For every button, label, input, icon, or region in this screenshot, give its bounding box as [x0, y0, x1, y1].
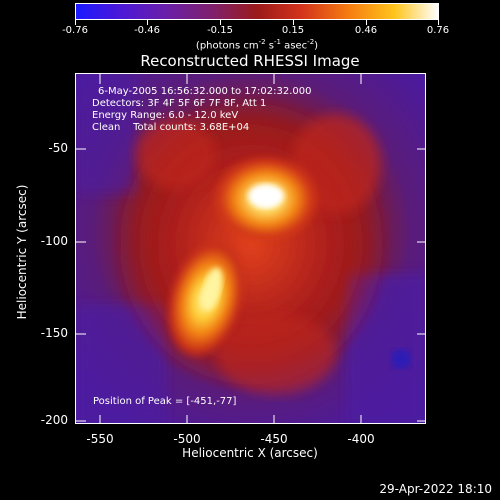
- axis-ticks: [76, 74, 425, 423]
- colorbar-tick: [438, 20, 439, 25]
- colorbar-tick: [75, 20, 76, 25]
- x-tick-label: -500: [173, 432, 201, 446]
- energy-range-info: Energy Range: 6.0 - 12.0 keV: [92, 110, 239, 121]
- colorbar-tick-label: -0.46: [134, 25, 160, 36]
- colorbar-tick-label: 0.46: [354, 25, 378, 36]
- peak-position: Position of Peak = [-451,-77]: [93, 396, 237, 407]
- colorbar-tick-label: 0.15: [281, 25, 305, 36]
- colorbar-tick: [147, 20, 148, 25]
- y-tick-label: -100: [40, 234, 68, 248]
- x-tick-label: -400: [347, 432, 375, 446]
- y-tick-label: -50: [48, 141, 68, 155]
- y-axis-label: Heliocentric Y (arcsec): [15, 184, 29, 320]
- detectors-info: Detectors: 3F 4F 5F 6F 7F 8F, Att 1: [92, 98, 267, 109]
- colorbar-tick: [220, 20, 221, 25]
- colorbar-tick: [293, 20, 294, 25]
- colorbar-units: (photons cm-2 s-1 asec-2): [195, 38, 319, 52]
- observation-time-range: 6-May-2005 16:56:32.000 to 17:02:32.000: [98, 86, 312, 97]
- timestamp: 29-Apr-2022 18:10: [379, 482, 492, 496]
- x-axis-label: Heliocentric X (arcsec): [182, 446, 318, 460]
- y-tick-label: -150: [40, 326, 68, 340]
- colorbar-tick-label: -0.76: [62, 25, 88, 36]
- rhessi-image: [76, 74, 425, 423]
- colorbar: [75, 3, 439, 20]
- image-title: Reconstructed RHESSI Image: [140, 52, 360, 70]
- x-tick-label: -550: [86, 432, 114, 446]
- y-tick-label: -200: [40, 413, 68, 427]
- image-plot: [75, 73, 426, 424]
- x-tick-label: -450: [260, 432, 288, 446]
- colorbar-tick-label: 0.76: [426, 25, 450, 36]
- clean-counts-info: Clean Total counts: 3.68E+04: [92, 122, 250, 133]
- colorbar-tick-label: -0.15: [207, 25, 233, 36]
- colorbar-tick: [366, 20, 367, 25]
